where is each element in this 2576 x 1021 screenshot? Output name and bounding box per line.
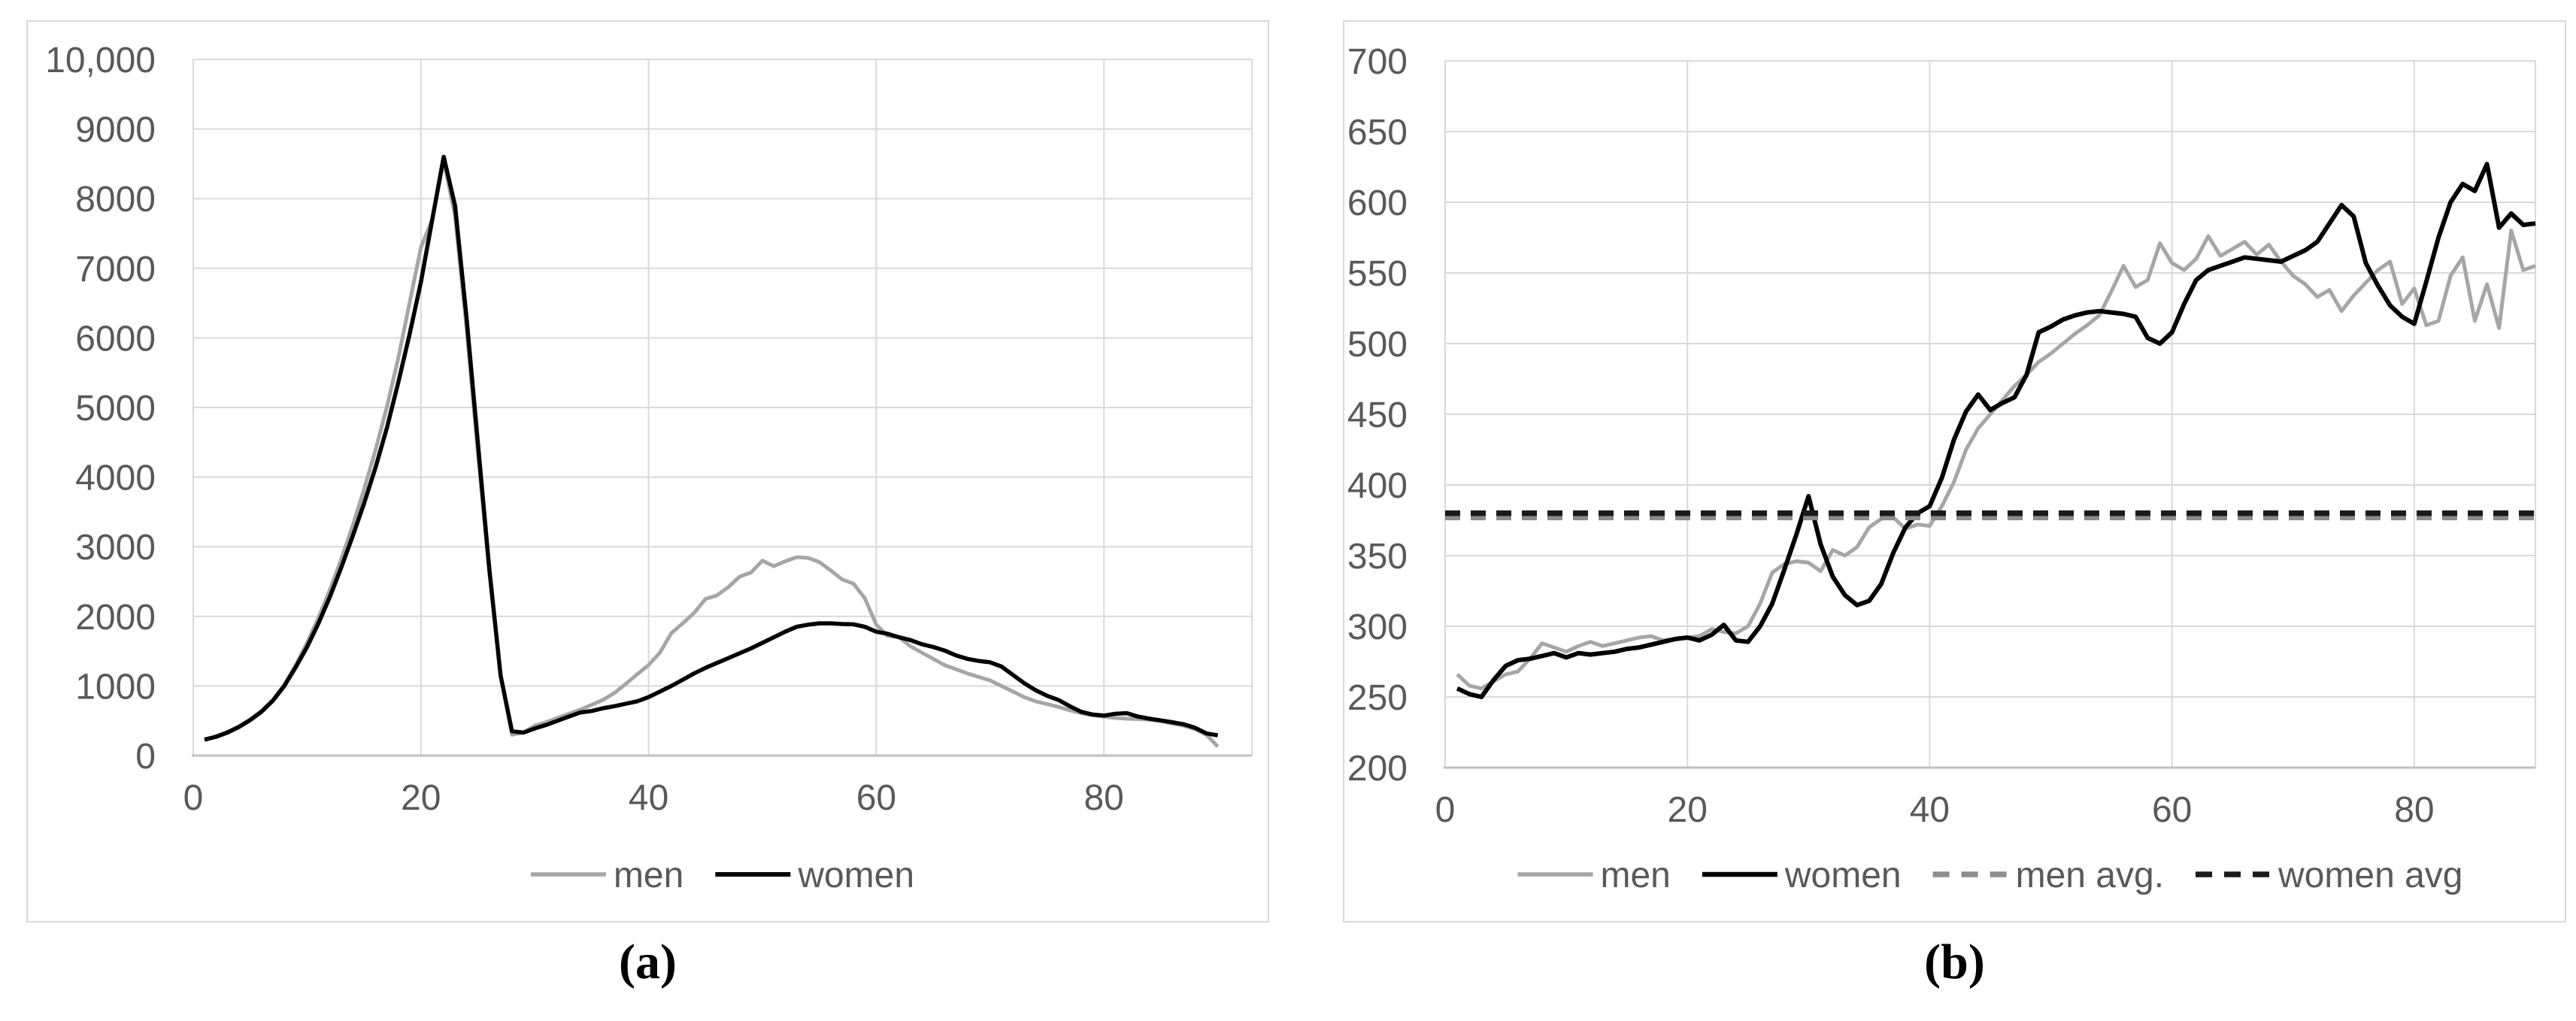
chart-b-ytick: 550 <box>1347 254 1408 294</box>
chart-a-ytick: 9000 <box>75 111 156 150</box>
chart-b-ytick: 300 <box>1347 607 1408 647</box>
chart-b-ytick: 450 <box>1347 395 1408 435</box>
chart-a-series-men <box>204 158 1220 748</box>
chart-a-ytick: 6000 <box>75 319 156 359</box>
chart-a-ytick: 5000 <box>75 389 156 429</box>
chart-b-xtick: 80 <box>2394 790 2434 830</box>
chart-a-xtick: 80 <box>1083 778 1123 818</box>
legend-b-label-3: women avg <box>2277 856 2462 895</box>
chart-a-panel <box>26 20 1269 923</box>
chart-b-ytick: 250 <box>1347 678 1408 718</box>
chart-b-xtick: 20 <box>1668 790 1708 830</box>
legend-b-label-2: men avg. <box>2016 856 2164 895</box>
chart-a-xtick: 40 <box>629 778 668 818</box>
chart-b-ytick: 400 <box>1347 466 1408 506</box>
chart-a-ytick: 4000 <box>75 459 156 498</box>
caption-a: (a) <box>619 935 677 989</box>
chart-b-ytick: 600 <box>1347 183 1408 223</box>
chart-a-ytick: 1000 <box>75 667 156 707</box>
chart-b-xtick: 40 <box>1910 790 1950 830</box>
chart-a-ytick: 0 <box>135 737 156 777</box>
chart-b-series-women <box>1456 162 2536 699</box>
legend-b-label-0: men <box>1600 856 1670 895</box>
chart-b-xtick: 60 <box>2152 790 2192 830</box>
chart-a-xtick: 0 <box>183 778 204 818</box>
chart-b-ytick: 650 <box>1347 113 1408 153</box>
chart-b-ytick: 350 <box>1347 537 1408 577</box>
chart-a-ytick: 10,000 <box>45 41 156 80</box>
chart-a-ytick: 8000 <box>75 180 156 220</box>
legend-a-label-0: men <box>614 856 683 895</box>
chart-b-ytick: 700 <box>1347 42 1408 82</box>
chart-a-xtick: 60 <box>856 778 896 818</box>
chart-a-ytick: 7000 <box>75 250 156 289</box>
chart-b-ytick: 500 <box>1347 325 1408 365</box>
legend-b-label-1: women <box>1784 856 1902 895</box>
chart-a-xtick: 20 <box>401 778 441 818</box>
caption-b: (b) <box>1924 935 1985 989</box>
chart-a-ytick: 2000 <box>75 598 156 638</box>
chart-a-series-women <box>204 154 1219 742</box>
chart-b-xtick: 0 <box>1435 790 1456 830</box>
chart-a-ytick: 3000 <box>75 528 156 568</box>
chart-b-panel <box>1343 20 2566 923</box>
chart-b-ytick: 200 <box>1347 749 1408 789</box>
legend-a-label-1: women <box>797 856 914 895</box>
